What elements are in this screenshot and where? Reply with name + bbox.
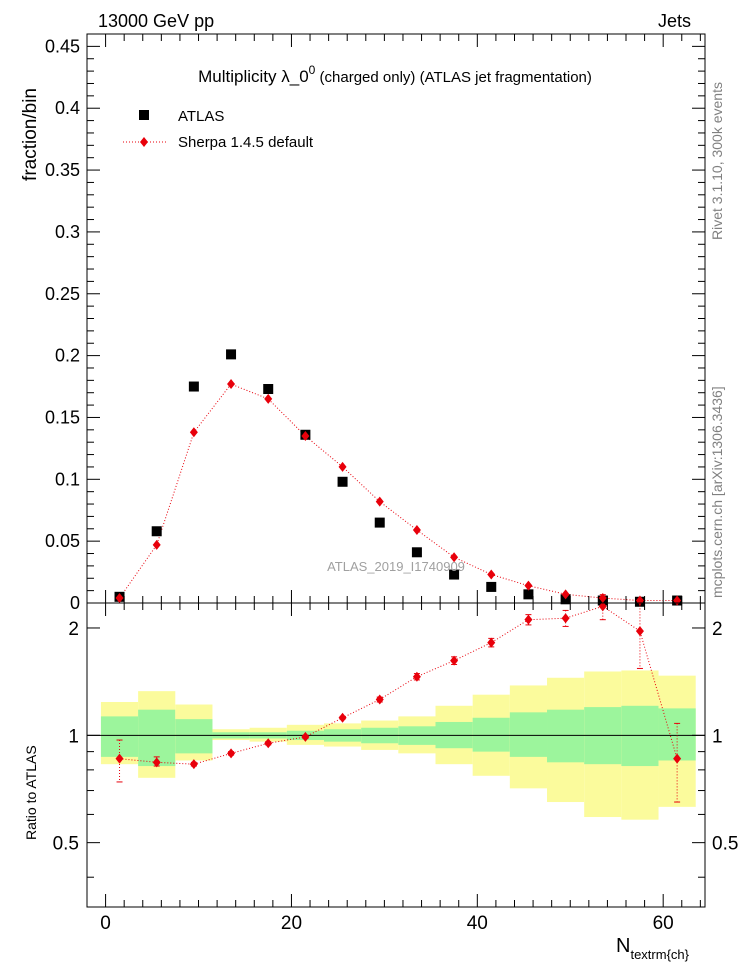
y-tick-label: 0.1 (55, 469, 80, 489)
y-axis-label-main: fraction/bin (20, 88, 41, 181)
y-tick-label: 0.3 (55, 222, 80, 242)
ratio-point (152, 757, 161, 768)
ratio-point (338, 712, 347, 723)
ratio-point (524, 614, 533, 625)
y-tick-label: 0.05 (45, 531, 80, 551)
ratio-point (561, 613, 570, 624)
atlas-point (226, 349, 237, 360)
atlas-point (449, 569, 460, 580)
sherpa-point (338, 461, 347, 472)
legend-marker-sherpa (140, 137, 148, 147)
header-right: Jets (658, 11, 691, 31)
main-axes: 0 0.05 0.1 0.15 0.2 0.25 0.3 0.35 0.4 0.45 (45, 33, 706, 613)
sherpa-point (375, 496, 384, 507)
sherpa-point (264, 393, 273, 404)
y-tick-label: 0.35 (45, 160, 80, 180)
atlas-point (374, 517, 385, 528)
ratio-point (301, 731, 310, 742)
atlas-point (263, 384, 274, 395)
band-inner (509, 712, 548, 757)
main-panel: 0 0.05 0.1 0.15 0.2 0.25 0.3 0.35 0.4 0.45 (45, 33, 706, 613)
sherpa-point (524, 580, 533, 591)
x-axis-label: Ntextrm{ch} (616, 935, 690, 962)
ratio-point (375, 694, 384, 705)
y-tick-label: 0.4 (55, 98, 80, 118)
rivet-label: Rivet 3.1.10, 300k events (709, 82, 725, 240)
ratio-point (673, 753, 682, 764)
band-inner (100, 716, 139, 757)
ratio-y-tick-label-left: 0.5 (53, 834, 79, 855)
ratio-point (487, 637, 496, 648)
ratio-y-tick-label-right: 1 (712, 726, 723, 747)
x-tick-label: 40 (467, 913, 488, 934)
sherpa-point (189, 427, 198, 438)
ratio-y-tick-label-right: 0.5 (712, 834, 738, 855)
ratio-bands (87, 670, 705, 820)
sherpa-point (450, 552, 459, 563)
ratio-frame (86, 602, 706, 908)
band-inner (547, 709, 585, 763)
y-tick-label: 0.2 (55, 346, 80, 366)
ratio-point (450, 655, 459, 666)
ratio-y-tick-label-left: 2 (68, 619, 79, 640)
atlas-point (151, 526, 162, 537)
ratio-point (189, 759, 198, 770)
ratio-y-tick-label-right: 2 (712, 619, 723, 640)
y-tick-label: 0.15 (45, 407, 80, 427)
plot-title: Multiplicity λ_00 (charged only) (ATLAS … (198, 63, 592, 86)
legend: ATLAS Sherpa 1.4.5 default (123, 108, 314, 151)
legend-marker-atlas (139, 110, 149, 120)
sherpa-point (152, 539, 161, 550)
sherpa-point (487, 569, 496, 580)
y-tick-label: 0.45 (45, 36, 80, 56)
sherpa-point (301, 431, 310, 442)
ratio-panel: 0.5 0.51 12 20 20 40 60 (53, 594, 738, 934)
sherpa-point (227, 379, 236, 390)
mcplots-label: mcplots.cern.ch [arXiv:1306.3436] (709, 386, 725, 598)
band-inner (472, 717, 510, 752)
sherpa-point (412, 525, 421, 536)
x-tick-label: 20 (281, 913, 302, 934)
atlas-point (188, 381, 199, 392)
header-left: 13000 GeV pp (98, 11, 214, 31)
sherpa-point (115, 593, 124, 604)
atlas-point (337, 476, 348, 487)
y-axis-label-ratio: Ratio to ATLAS (23, 745, 39, 840)
band-inner (658, 708, 696, 761)
band-inner (175, 719, 213, 754)
main-marks (114, 349, 683, 607)
ratio-point (635, 626, 644, 637)
legend-label-sherpa: Sherpa 1.4.5 default (178, 134, 314, 151)
ratio-marks (115, 594, 682, 803)
ratio-point (264, 738, 273, 749)
sherpa-line (119, 383, 678, 601)
ratio-axes: 0.5 0.51 12 20 20 40 60 (53, 602, 738, 934)
x-tick-label: 60 (653, 913, 674, 934)
ratio-point (412, 671, 421, 682)
ratio-point (115, 753, 124, 764)
atlas-point (523, 589, 534, 600)
ratio-y-tick-label-left: 1 (68, 726, 79, 747)
sherpa-point (561, 589, 570, 600)
analysis-label: ATLAS_2019_I1740909 (327, 559, 465, 574)
ratio-point (598, 601, 607, 612)
ratio-point (227, 748, 236, 759)
ratio-line (119, 605, 678, 765)
atlas-point (411, 547, 422, 558)
band-inner (621, 705, 659, 767)
y-tick-label: 0 (70, 593, 80, 613)
y-tick-label: 0.25 (45, 284, 80, 304)
legend-label-atlas: ATLAS (178, 108, 224, 125)
atlas-point (486, 581, 497, 592)
x-tick-label: 0 (100, 913, 111, 934)
